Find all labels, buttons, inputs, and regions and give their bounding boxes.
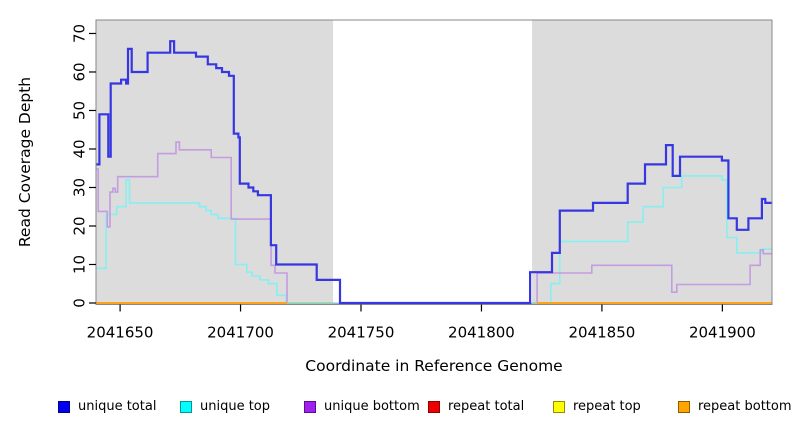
legend: unique total unique top unique bottom re… [0, 399, 792, 419]
series-unique-total [96, 40, 772, 305]
legend-label-repeat-top: repeat top [573, 399, 641, 414]
legend-swatch-repeat-total-icon [428, 400, 440, 413]
x-tick-label: 2041900 [689, 324, 756, 342]
legend-label-unique-top: unique top [200, 399, 271, 414]
legend-item-repeat-bottom: repeat bottom [678, 399, 792, 414]
plot-border [95, 19, 773, 305]
legend-swatch-unique-total-icon [58, 400, 70, 413]
x-tick-label: 2041750 [328, 324, 395, 342]
masked-region [333, 20, 533, 305]
series-unique-bottom [96, 141, 772, 305]
legend-item-repeat-top: repeat top [553, 399, 641, 414]
legend-item-unique-bottom: unique bottom [304, 399, 420, 414]
y-tick-label: 40 [71, 139, 89, 158]
x-tick-label: 2041650 [87, 324, 154, 342]
legend-item-repeat-total: repeat total [428, 399, 524, 414]
x-tick-label: 2041700 [207, 324, 274, 342]
y-axis-title: Read Coverage Depth [16, 76, 34, 248]
y-tick-label: 20 [71, 216, 89, 235]
legend-label-repeat-total: repeat total [448, 399, 525, 414]
y-tick-label: 50 [71, 101, 89, 120]
legend-swatch-unique-bottom-icon [304, 400, 316, 413]
legend-item-unique-total: unique total [58, 399, 156, 414]
y-tick-label: 10 [71, 255, 89, 274]
x-tick-label: 2041800 [448, 324, 515, 342]
x-axis-title: Coordinate in Reference Genome [305, 357, 563, 375]
y-tick-label: 60 [71, 62, 89, 81]
legend-item-unique-top: unique top [180, 399, 270, 414]
legend-label-repeat-bottom: repeat bottom [698, 399, 792, 414]
y-tick-label: 70 [71, 24, 89, 43]
legend-swatch-repeat-bottom-icon [678, 400, 690, 413]
legend-swatch-repeat-top-icon [553, 400, 565, 413]
series-unique-top [96, 175, 772, 304]
legend-label-unique-bottom: unique bottom [324, 399, 420, 414]
y-tick-label: 30 [71, 178, 89, 197]
x-tick-label: 2041850 [569, 324, 636, 342]
legend-swatch-unique-top-icon [180, 400, 192, 413]
legend-label-unique-total: unique total [78, 399, 157, 414]
y-tick-label: 0 [71, 298, 89, 308]
